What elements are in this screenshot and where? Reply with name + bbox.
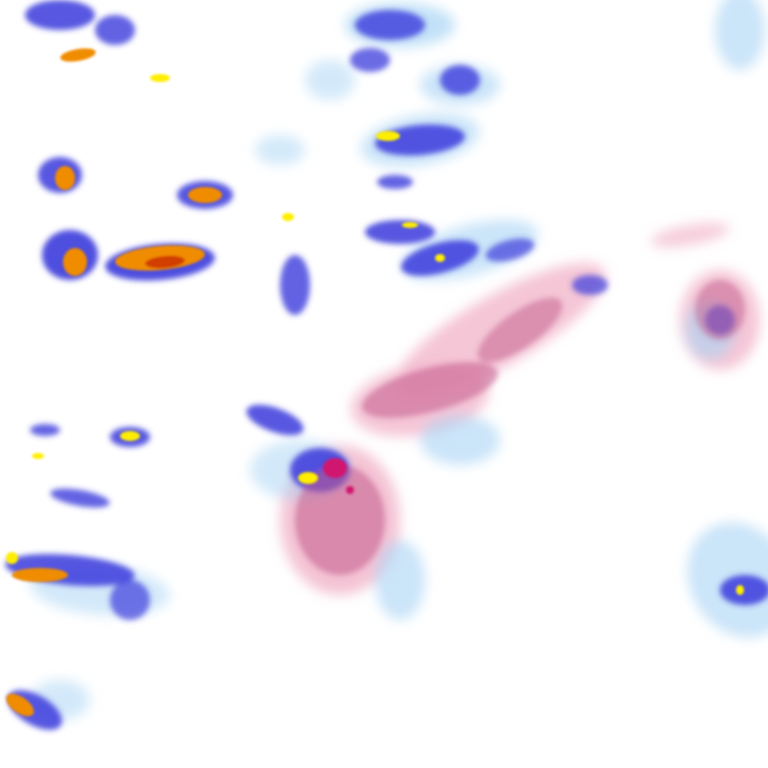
precipitation-echo — [298, 472, 318, 484]
precipitation-echo — [12, 568, 68, 582]
precipitation-echo — [188, 187, 222, 203]
precipitation-echo — [25, 0, 95, 30]
precipitation-echo — [60, 48, 96, 62]
precipitation-echo — [30, 424, 60, 436]
precipitation-echo — [715, 0, 765, 70]
precipitation-echo — [50, 488, 110, 508]
precipitation-echo — [32, 453, 44, 459]
precipitation-echo — [350, 48, 390, 72]
precipitation-echo — [55, 166, 75, 190]
precipitation-echo — [485, 238, 535, 262]
precipitation-echo — [435, 254, 445, 262]
precipitation-echo — [402, 222, 418, 228]
precipitation-echo — [346, 486, 354, 494]
precipitation-echo — [6, 552, 18, 564]
precipitation-echo — [246, 404, 304, 436]
precipitation-echo — [362, 362, 498, 418]
precipitation-echo — [150, 74, 170, 82]
precipitation-echo — [120, 431, 140, 441]
precipitation-echo — [650, 222, 730, 248]
precipitation-echo — [375, 124, 465, 156]
precipitation-echo — [477, 297, 563, 363]
precipitation-echo — [63, 248, 87, 276]
precipitation-echo — [145, 255, 185, 269]
precipitation-echo — [572, 275, 608, 295]
precipitation-echo — [695, 280, 745, 340]
precipitation-echo — [305, 60, 355, 100]
precipitation-echo — [255, 135, 305, 165]
precipitation-echo — [282, 213, 294, 221]
precipitation-echo — [110, 580, 150, 620]
precipitation-echo — [440, 65, 480, 95]
precipitation-echo — [736, 585, 744, 595]
precipitation-echo — [355, 10, 425, 40]
precipitation-echo — [420, 415, 500, 465]
precipitation-echo — [720, 575, 768, 605]
precipitation-echo — [95, 15, 135, 45]
precipitation-echo — [280, 255, 310, 315]
precipitation-echo — [377, 175, 413, 189]
precipitation-echo — [376, 131, 400, 141]
precipitation-echo — [323, 458, 347, 478]
precipitation-echo — [295, 465, 385, 575]
precipitation-echo — [6, 693, 34, 717]
precipitation-echo — [365, 220, 435, 244]
precipitation-echo — [375, 540, 425, 620]
